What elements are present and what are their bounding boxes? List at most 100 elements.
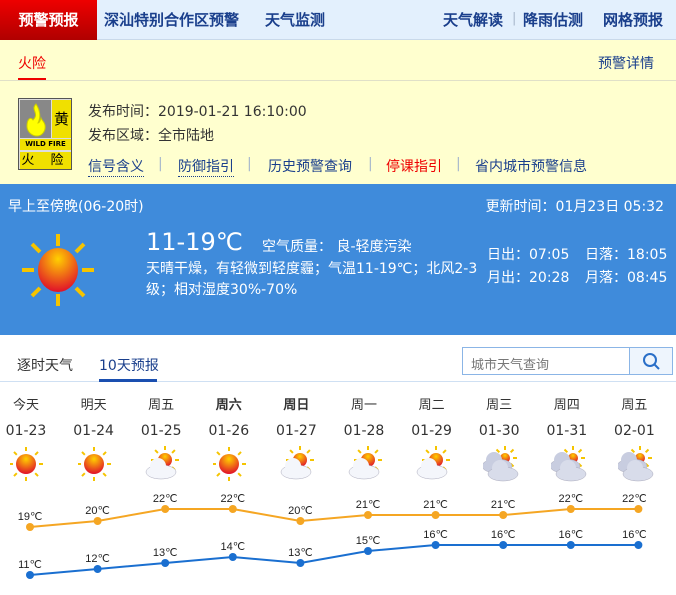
divider: | xyxy=(158,156,163,172)
forecast-day: 周二 01-29 xyxy=(402,394,462,439)
low-temp-label: 11℃ xyxy=(18,559,42,571)
update-time: 更新时间：01月23日 05:32 xyxy=(485,199,664,215)
active-tab-indicator xyxy=(99,379,157,382)
high-temp-point xyxy=(93,517,102,525)
low-temp-point xyxy=(566,541,575,549)
link-signal-meaning[interactable]: 信号含义 xyxy=(88,156,144,177)
sunny-icon xyxy=(76,446,114,484)
today-weather-panel: 早上至傍晚(06-20时) 更新时间：01月23日 05:32 11-19℃ 空… xyxy=(0,184,676,335)
fire-warning-sign-icon: 黄 WILD FIRE 火 险 xyxy=(18,98,72,170)
search-button[interactable] xyxy=(629,348,672,374)
moonrise: 月出：20:28 xyxy=(487,270,570,286)
low-temp-point xyxy=(364,547,372,555)
sign-level: 黄 xyxy=(52,100,71,138)
weekday: 周四 xyxy=(553,398,580,413)
tab-fire-risk[interactable]: 火险 xyxy=(18,56,46,72)
flame-icon xyxy=(20,100,51,138)
sunny-icon xyxy=(9,446,46,484)
tab-10day[interactable]: 10天预报 xyxy=(99,358,159,374)
partly-cloudy-icon xyxy=(416,446,452,484)
sign-english: WILD FIRE xyxy=(20,139,71,150)
warning-detail-link[interactable]: 预警详情 xyxy=(598,56,654,72)
sign-name: 火 险 xyxy=(20,152,71,169)
link-history-query[interactable]: 历史预警查询 xyxy=(268,159,352,175)
nav-weather-monitor[interactable]: 天气监测 xyxy=(265,11,326,29)
divider: | xyxy=(247,156,252,172)
search-icon xyxy=(643,353,660,370)
weekday: 今天 xyxy=(12,398,39,413)
nav-grid-forecast[interactable]: 网格预报 xyxy=(603,11,664,29)
nav-weather-interpretation[interactable]: 天气解读 xyxy=(443,11,504,29)
weekday: 周五 xyxy=(621,398,648,413)
weekday: 周三 xyxy=(486,398,513,413)
low-temp-label: 12℃ xyxy=(85,553,110,565)
high-temp-label: 19℃ xyxy=(18,511,43,523)
forecast-tabs: 逐时天气 10天预报 xyxy=(0,336,676,382)
date: 01-28 xyxy=(343,423,385,439)
divider: | xyxy=(512,11,517,26)
nav-rain-estimate[interactable]: 降雨估测 xyxy=(523,11,584,29)
tab-hourly[interactable]: 逐时天气 xyxy=(17,358,73,374)
weekday: 周五 xyxy=(148,398,175,413)
low-temp-label: 13℃ xyxy=(288,547,313,559)
link-defense-guide[interactable]: 防御指引 xyxy=(178,156,234,177)
weekday: 周六 xyxy=(215,398,242,413)
date: 01-27 xyxy=(276,423,317,439)
high-temp-point xyxy=(634,505,643,513)
low-temp-label: 16℃ xyxy=(622,529,647,541)
low-temp-label: 16℃ xyxy=(423,529,448,541)
partly-cloudy-icon xyxy=(145,446,181,484)
low-temp-point xyxy=(499,541,508,549)
forecast-day: 明天 01-24 xyxy=(64,394,124,439)
weekday: 周日 xyxy=(283,398,310,413)
divider: | xyxy=(456,156,461,172)
nav-warning-forecast[interactable]: 预警预报 xyxy=(0,0,97,40)
cloudy-icon xyxy=(481,446,519,484)
low-temp-point xyxy=(431,541,440,549)
nav-shenshan-warning[interactable]: 深汕特别合作区预警 xyxy=(104,11,240,29)
search-input[interactable]: 城市天气查询 xyxy=(471,358,550,373)
low-temp-label: 16℃ xyxy=(491,529,516,541)
sunset: 日落：18:05 xyxy=(585,247,668,263)
date: 01-29 xyxy=(411,423,452,439)
low-temp-point xyxy=(296,559,305,567)
low-temp-label: 15℃ xyxy=(356,535,381,547)
date: 01-26 xyxy=(208,423,250,439)
warning-panel: 火险 预警详情 黄 WILD FIRE 火 险 发布时间：2019-01-21 … xyxy=(0,40,676,184)
forecast-day: 周三 01-30 xyxy=(469,394,529,439)
high-temp-label: 21℃ xyxy=(423,499,448,511)
link-province-warnings[interactable]: 省内城市预警信息 xyxy=(475,159,587,175)
high-temp-point xyxy=(431,511,440,519)
weekday: 周二 xyxy=(418,398,445,413)
city-search[interactable]: 城市天气查询 xyxy=(462,347,673,375)
high-temp-point xyxy=(296,517,305,525)
partly-cloudy-icon xyxy=(348,446,384,484)
high-temp-label: 22℃ xyxy=(622,493,647,505)
high-temp-point xyxy=(499,511,508,519)
high-temp-point xyxy=(161,505,170,513)
high-temp-point xyxy=(228,505,237,513)
high-temp-label: 22℃ xyxy=(221,493,246,505)
sunny-icon xyxy=(211,446,249,484)
low-temp-line xyxy=(29,544,639,576)
label: 发布区域： xyxy=(88,128,158,144)
high-temp-label: 20℃ xyxy=(85,505,110,517)
high-temp-label: 20℃ xyxy=(288,505,313,517)
link-class-suspension[interactable]: 停课指引 xyxy=(386,159,442,175)
date: 01-24 xyxy=(73,423,114,439)
forecast-day: 周一 01-28 xyxy=(334,394,394,439)
forecast-day: 今天 01-23 xyxy=(0,394,56,439)
low-temp-point xyxy=(228,553,237,561)
low-temp-point xyxy=(634,541,643,549)
low-temp-point xyxy=(161,559,170,567)
publish-time: 发布时间：2019-01-21 16:10:00 xyxy=(88,101,307,121)
high-temp-label: 22℃ xyxy=(153,493,178,505)
low-temp-point xyxy=(93,565,102,573)
value: 2019-01-21 16:10:00 xyxy=(158,104,307,120)
forecast-day: 周五 01-25 xyxy=(131,394,191,439)
date: 02-01 xyxy=(614,423,655,439)
forecast-day: 周六 01-26 xyxy=(199,394,259,439)
moonset: 月落：08:45 xyxy=(585,270,668,286)
divider xyxy=(0,80,676,81)
